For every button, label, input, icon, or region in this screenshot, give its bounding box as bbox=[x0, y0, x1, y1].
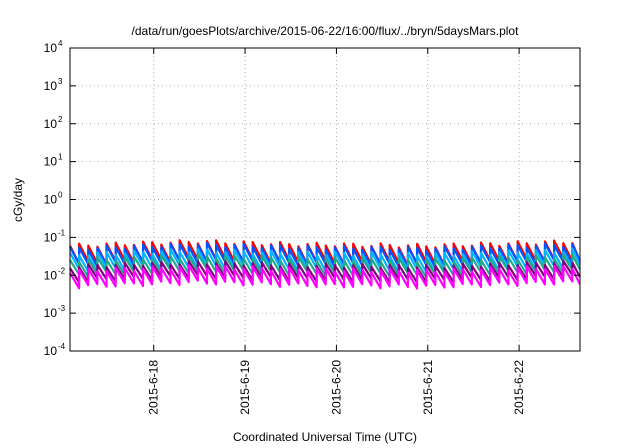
y-tick-label: 10 bbox=[44, 155, 58, 169]
y-tick-exponent: 0 bbox=[58, 191, 63, 200]
y-tick-exponent: -4 bbox=[58, 342, 66, 351]
x-tick-label: 2015-6-21 bbox=[421, 360, 435, 415]
x-axis-label: Coordinated Universal Time (UTC) bbox=[233, 430, 417, 444]
x-tick-label: 2015-6-20 bbox=[329, 360, 343, 415]
y-tick-label: 10 bbox=[44, 306, 58, 320]
x-axis: 2015-6-18 2015-6-19 2015-6-20 2015-6-21 2015… bbox=[147, 48, 526, 415]
y-tick-label: 10 bbox=[44, 230, 58, 244]
x-tick-label: 2015-6-19 bbox=[238, 360, 252, 415]
y-tick-label: 10 bbox=[44, 41, 58, 55]
grid bbox=[70, 47, 580, 352]
x-tick-label: 2015-6-22 bbox=[512, 360, 526, 415]
series-line bbox=[69, 264, 581, 290]
y-tick-label: 10 bbox=[44, 344, 58, 358]
y-axis-label: cGy/day bbox=[11, 178, 25, 222]
y-tick-exponent: 3 bbox=[58, 77, 63, 86]
y-tick-exponent: -2 bbox=[58, 266, 66, 275]
y-tick-exponent: 4 bbox=[58, 39, 63, 48]
x-tick-label: 2015-6-18 bbox=[147, 360, 161, 415]
y-tick-label: 10 bbox=[44, 193, 58, 207]
y-tick-exponent: -3 bbox=[58, 304, 66, 313]
y-tick-exponent: 1 bbox=[58, 153, 63, 162]
y-tick-exponent: 2 bbox=[58, 115, 63, 124]
chart-title: /data/run/goesPlots/archive/2015-06-22/1… bbox=[132, 24, 520, 38]
y-tick-label: 10 bbox=[44, 268, 58, 282]
y-tick-label: 10 bbox=[44, 117, 58, 131]
y-tick-label: 10 bbox=[44, 79, 58, 93]
y-tick-exponent: -1 bbox=[58, 228, 66, 237]
series-lines bbox=[69, 239, 581, 290]
